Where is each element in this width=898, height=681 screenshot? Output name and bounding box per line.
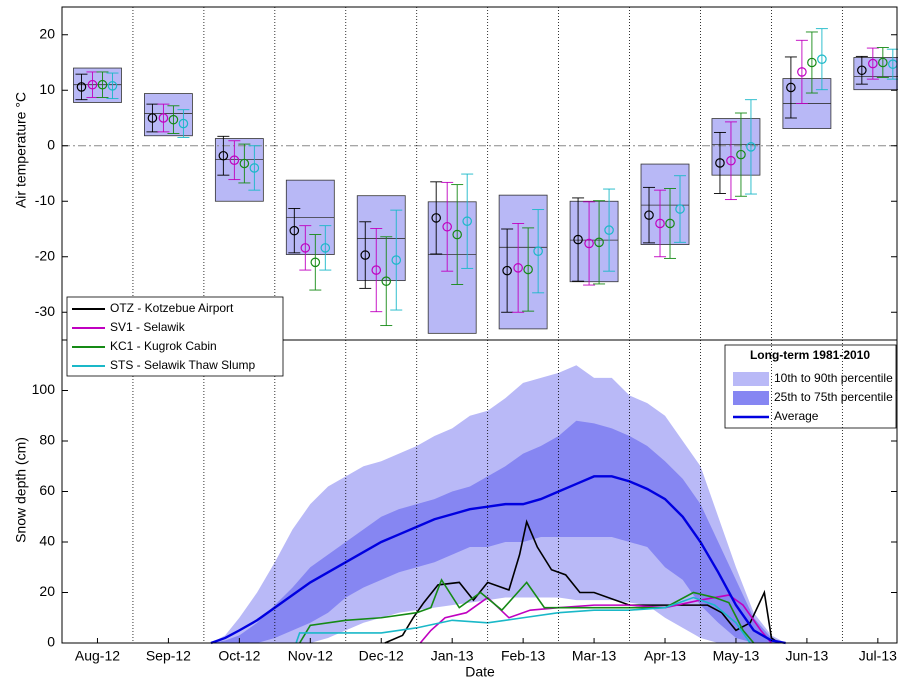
station-line <box>384 519 779 644</box>
legend-box <box>724 344 897 429</box>
percentile-band <box>210 420 786 643</box>
y-axis-label: Snow depth (cm) <box>13 437 29 543</box>
legend-swatch <box>733 372 769 386</box>
mean-marker <box>381 276 392 286</box>
mean-marker <box>320 243 331 253</box>
legend-label: SV1 - Selawik <box>110 320 186 334</box>
axes-frame <box>61 339 898 644</box>
mean-marker <box>573 234 583 245</box>
x-tick-label: Jun-13 <box>785 648 828 664</box>
mean-marker <box>97 79 108 90</box>
x-tick-label: Jan-13 <box>431 648 474 664</box>
y-tick-label: 0 <box>47 136 55 152</box>
x-tick-label: Nov-12 <box>288 648 333 664</box>
mean-marker <box>462 216 472 227</box>
legend-label: KC1 - Kugrok Cabin <box>110 339 217 353</box>
legend-label: 25th to 75th percentile <box>774 390 893 404</box>
x-tick-label: Oct-12 <box>218 648 260 664</box>
y-tick-label: -20 <box>35 247 55 263</box>
mean-marker <box>817 54 827 64</box>
y-tick-label: -10 <box>35 192 55 208</box>
mean-marker <box>533 246 543 256</box>
mean-marker <box>736 149 746 160</box>
mean-marker <box>523 264 533 275</box>
mean-marker <box>178 118 189 129</box>
y-tick-label: 80 <box>39 432 55 448</box>
y-tick-label: 20 <box>39 583 55 599</box>
legend-swatch <box>733 391 769 405</box>
mean-marker <box>665 218 675 229</box>
y-tick-label: 100 <box>32 381 56 397</box>
station-line <box>295 596 751 644</box>
mean-marker <box>857 65 867 76</box>
mean-marker <box>878 57 888 68</box>
y-tick-label: 40 <box>39 533 55 549</box>
station-line <box>298 578 755 644</box>
x-tick-label: Apr-13 <box>644 648 686 664</box>
average-line <box>210 475 786 645</box>
legend-box <box>66 296 284 377</box>
legend-label: STS - Selawik Thaw Slump <box>110 358 255 372</box>
mean-marker <box>797 67 807 77</box>
legend-label: OTZ - Kotzebue Airport <box>110 301 234 315</box>
mean-marker <box>452 229 462 240</box>
mean-marker <box>218 150 229 161</box>
y-tick-label: 60 <box>39 482 55 498</box>
mean-marker <box>371 265 382 275</box>
mean-marker <box>107 81 118 91</box>
box <box>214 138 264 202</box>
mean-marker <box>147 113 158 123</box>
mean-marker <box>168 114 179 125</box>
legend-label: 10th to 90th percentile <box>774 371 893 385</box>
x-tick-label: May-13 <box>713 648 760 664</box>
plot-area: -30 -20 -10 0 10 20 Aug-12 Sep-12 Oct-12 Nov-12 De… <box>32 6 898 664</box>
y-tick-label: -30 <box>35 303 55 319</box>
mean-marker <box>249 163 260 173</box>
x-tick-label: Feb-13 <box>501 648 546 664</box>
y-tick-label: 10 <box>39 81 55 97</box>
legend-title: Long-term 1981-2010 <box>750 348 870 362</box>
station-line <box>419 594 773 644</box>
box <box>569 200 619 283</box>
mean-marker <box>726 155 736 166</box>
box <box>144 93 193 137</box>
mean-marker <box>594 237 604 248</box>
x-tick-label: Dec-12 <box>359 648 404 664</box>
mean-marker <box>300 243 311 253</box>
x-tick-label: Jul-13 <box>859 648 897 664</box>
mean-marker <box>746 142 756 152</box>
x-tick-label: Sep-12 <box>146 648 191 664</box>
mean-marker <box>289 225 300 236</box>
y-axis-label: Air temperature °C <box>13 92 29 208</box>
x-axis-label: Date <box>465 664 495 680</box>
y-tick-label: 20 <box>39 25 55 41</box>
mean-marker <box>675 204 685 214</box>
mean-marker <box>644 210 654 220</box>
mean-marker <box>604 225 614 235</box>
legend-label: Average <box>774 409 819 423</box>
mean-marker <box>868 58 878 69</box>
mean-marker <box>360 250 371 260</box>
mean-marker <box>310 257 321 268</box>
mean-marker <box>87 79 98 90</box>
mean-marker <box>584 238 594 249</box>
mean-marker <box>655 218 665 229</box>
mean-marker <box>229 155 240 165</box>
mean-marker <box>158 113 169 123</box>
mean-marker <box>502 265 512 276</box>
mean-marker <box>391 255 402 265</box>
x-tick-label: Mar-13 <box>572 648 617 664</box>
box <box>498 194 548 330</box>
mean-marker <box>715 158 725 168</box>
mean-marker <box>76 82 87 92</box>
mean-marker <box>513 263 523 273</box>
y-tick-label: 0 <box>47 634 55 650</box>
mean-marker <box>442 221 452 232</box>
mean-marker <box>786 82 796 93</box>
x-tick-label: Aug-12 <box>75 648 120 664</box>
mean-marker <box>807 57 817 68</box>
mean-marker <box>431 213 441 223</box>
mean-marker <box>239 158 250 169</box>
